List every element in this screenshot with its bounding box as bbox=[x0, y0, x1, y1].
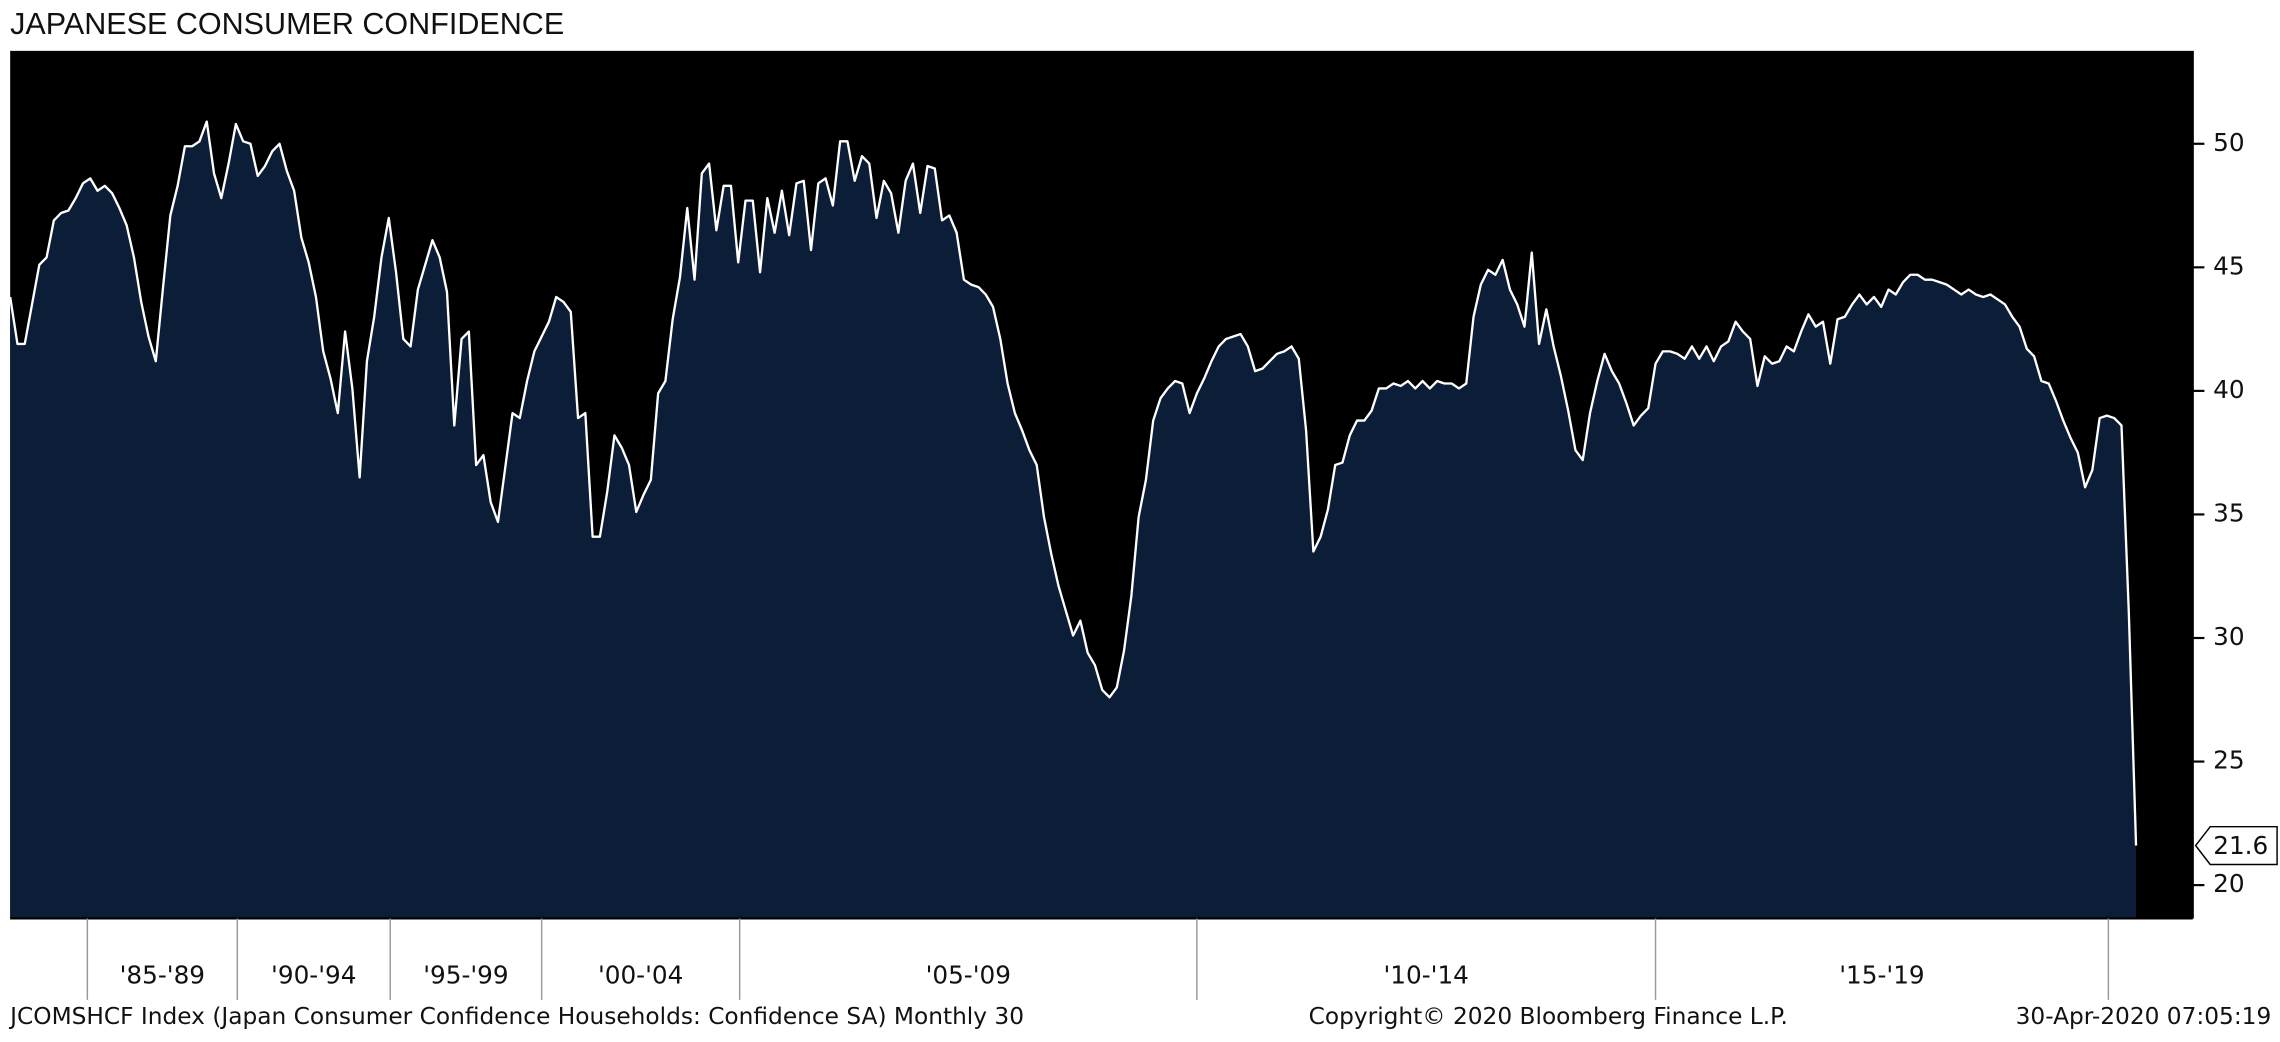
x-period-label: '15-'19 bbox=[1839, 961, 1924, 990]
y-tick-label: 25 bbox=[2213, 746, 2244, 775]
chart-title: JAPANESE CONSUMER CONFIDENCE bbox=[10, 7, 564, 41]
footer-timestamp: 30-Apr-2020 07:05:19 bbox=[2016, 1003, 2272, 1030]
y-tick-label: 45 bbox=[2213, 251, 2244, 280]
footer-copyright: Copyright© 2020 Bloomberg Finance L.P. bbox=[1309, 1003, 1788, 1030]
x-period-label: '85-'89 bbox=[120, 961, 205, 990]
y-tick-label: 35 bbox=[2213, 498, 2244, 527]
x-period-label: '05-'09 bbox=[926, 961, 1011, 990]
y-tick-label: 30 bbox=[2213, 622, 2244, 651]
plot-marks bbox=[9, 120, 2138, 919]
area-fill bbox=[10, 121, 2137, 919]
last-value-tag bbox=[2194, 825, 2278, 866]
x-period-label: '95-'99 bbox=[423, 961, 508, 990]
area-line bbox=[9, 120, 2138, 846]
y-tick-label: 50 bbox=[2213, 128, 2244, 157]
y-tick-label: 40 bbox=[2213, 375, 2244, 404]
footer-source: JCOMSHCF Index (Japan Consumer Confidenc… bbox=[8, 1003, 1024, 1030]
last-value-label: 21.6 bbox=[2213, 831, 2268, 860]
x-period-label: '90-'94 bbox=[271, 961, 356, 990]
y-tick-label: 20 bbox=[2213, 869, 2244, 898]
x-period-label: '00-'04 bbox=[598, 961, 683, 990]
x-period-label: '10-'14 bbox=[1384, 961, 1469, 990]
